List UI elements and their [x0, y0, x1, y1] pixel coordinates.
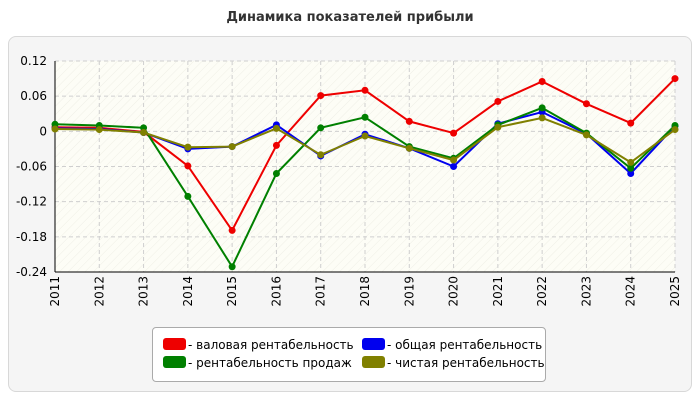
data-point-s3-2016	[272, 124, 280, 132]
data-point-s3-2014	[184, 143, 192, 151]
y-tick-label: -0.24	[16, 265, 47, 279]
legend-swatch-gross-margin	[163, 338, 186, 350]
x-tick-label: 2020	[447, 276, 461, 307]
x-tick-label: 2016	[269, 276, 283, 307]
x-tick-label: 2017	[314, 276, 328, 307]
legend-label-gross-margin: - валовая рентабельность	[188, 338, 354, 352]
data-point-s2-2022	[538, 104, 546, 112]
y-tick-label: -0.12	[16, 195, 47, 209]
data-point-s2-2017	[317, 124, 325, 132]
data-point-s3-2025	[671, 126, 679, 134]
data-point-s3-2012	[95, 126, 103, 134]
data-point-s0-2023	[582, 100, 590, 108]
data-point-s0-2014	[184, 162, 192, 170]
data-point-s2-2014	[184, 192, 192, 200]
legend-item-sales-margin: - рентабельность продаж	[163, 356, 352, 370]
chart-title: Динамика показателей прибыли	[226, 10, 474, 25]
data-point-s0-2021	[494, 97, 502, 105]
data-point-s3-2018	[361, 132, 369, 140]
legend-label-sales-margin: - рентабельность продаж	[188, 356, 352, 370]
data-point-s3-2024	[627, 158, 635, 166]
x-tick-label: 2019	[402, 276, 416, 307]
x-tick-label: 2024	[624, 276, 638, 307]
data-point-s3-2022	[538, 114, 546, 122]
data-point-s1-2020	[450, 163, 458, 170]
legend-label-total-margin: - общая рентабельность	[387, 338, 543, 352]
x-tick-label: 2021	[491, 276, 505, 307]
y-tick-label: -0.18	[16, 230, 47, 244]
legend-swatch-net-margin	[362, 356, 385, 368]
data-point-s3-2013	[140, 129, 148, 137]
data-point-s3-2017	[317, 151, 325, 159]
data-point-s0-2015	[228, 226, 236, 234]
y-tick-label: -0.06	[16, 160, 47, 174]
data-point-s3-2015	[228, 143, 236, 151]
legend-swatch-total-margin	[362, 338, 385, 350]
data-point-s0-2019	[405, 117, 413, 125]
data-point-s0-2020	[450, 129, 458, 137]
legend-label-net-margin: - чистая рентабельность	[387, 356, 545, 370]
legend-item-gross-margin: - валовая рентабельность	[163, 338, 354, 352]
data-point-s0-2018	[361, 86, 369, 94]
x-tick-label: 2011	[48, 276, 62, 307]
legend-item-total-margin: - общая рентабельность	[362, 338, 542, 352]
x-tick-label: 2015	[225, 276, 239, 307]
x-tick-label: 2023	[579, 276, 593, 307]
y-tick-label: 0.12	[20, 54, 47, 68]
x-tick-label: 2018	[358, 276, 372, 307]
x-tick-label: 2014	[181, 276, 195, 307]
data-point-s0-2016	[272, 141, 280, 149]
legend-item-net-margin: - чистая рентабельность	[362, 356, 545, 370]
chart-legend: - валовая рентабельность - общая рентабе…	[152, 327, 546, 382]
y-tick-label: 0.06	[20, 89, 47, 103]
data-point-s0-2022	[538, 78, 546, 86]
legend-swatch-sales-margin	[163, 356, 186, 368]
data-point-s3-2023	[582, 131, 590, 139]
data-point-s0-2017	[317, 92, 325, 100]
data-point-s0-2025	[671, 75, 679, 83]
data-point-s3-2021	[494, 123, 502, 131]
x-tick-label: 2012	[92, 276, 106, 307]
y-tick-label: 0	[39, 124, 47, 138]
data-point-s2-2018	[361, 113, 369, 121]
data-point-s2-2024	[627, 164, 635, 172]
x-tick-label: 2022	[535, 276, 549, 307]
data-point-s2-2016	[272, 170, 280, 178]
x-tick-label: 2025	[668, 276, 682, 307]
data-point-s3-2020	[450, 156, 458, 164]
x-tick-label: 2013	[137, 276, 151, 307]
data-point-s0-2024	[627, 119, 635, 127]
data-point-s2-2015	[228, 263, 236, 271]
data-point-s3-2011	[51, 125, 59, 133]
data-point-s1-2024	[627, 170, 635, 178]
data-point-s3-2019	[405, 144, 413, 152]
